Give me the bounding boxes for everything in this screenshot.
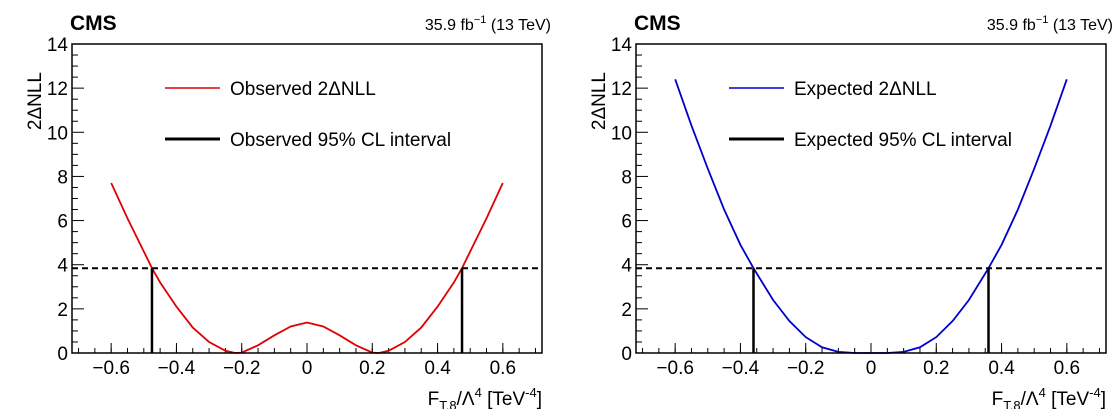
left-lumi-label: 35.9 fb−1 (13 TeV) (425, 14, 551, 34)
right-energy: (13 TeV) (1053, 17, 1113, 34)
right-x-tick-label: 0.2 (923, 358, 949, 379)
left-y-tick-label: 12 (47, 79, 68, 100)
right-legend-curve-label: Expected 2ΔNLL (794, 79, 937, 100)
left-lumi-unit: fb (460, 17, 473, 34)
right-x-tick-label: 0.4 (988, 358, 1015, 379)
left-y-tick-label: 8 (57, 167, 68, 188)
left-y-tick-label: 14 (47, 35, 69, 56)
left-x-tick-label: 0.2 (359, 358, 385, 379)
right-x-tick-label: 0.6 (1054, 358, 1080, 379)
left-y-tick-label: 10 (47, 123, 68, 144)
right-lumi-value: 35.9 (987, 17, 1018, 34)
left-y-tick-label: 4 (57, 256, 68, 277)
left-x-tick-label: −0.6 (92, 358, 130, 379)
left-frame (71, 43, 543, 354)
right-y-tick-label: 14 (611, 35, 633, 56)
right-lumi-unit: fb (1022, 17, 1035, 34)
right-y-tick-label: 8 (621, 167, 632, 188)
left-x-tick-label: −0.4 (158, 358, 196, 379)
right-panel: −0.6 −0.4 −0.2 0 0.2 0.4 0.6 0 2 4 6 8 10 12 14 CMS 35… (589, 12, 1113, 409)
right-lumi-unit-exp: −1 (1036, 14, 1049, 26)
right-cms-label: CMS (634, 12, 681, 35)
left-energy: (13 TeV) (491, 17, 551, 34)
right-y-tick-label: 6 (621, 212, 632, 233)
left-x-tick-label: 0.4 (424, 358, 451, 379)
left-cms-label: CMS (70, 12, 117, 35)
left-x-tick-label: 0.6 (490, 358, 516, 379)
left-x-axis-label: FT,8/Λ4 [TeV-4] (428, 385, 542, 409)
right-x-tick-label: −0.2 (787, 358, 825, 379)
left-x-tick-label: 0 (302, 358, 313, 379)
left-legend-interval-label: Observed 95% CL interval (230, 130, 451, 151)
left-legend: Observed 2ΔNLL Observed 95% CL interval (165, 79, 451, 151)
right-plot-area: −0.6 −0.4 −0.2 0 0.2 0.4 0.6 0 2 4 6 8 10 12 14 (611, 35, 1106, 379)
left-legend-curve-label: Observed 2ΔNLL (230, 79, 376, 100)
left-plot-area: −0.6 −0.4 −0.2 0 0.2 0.4 0.6 0 2 4 6 8 10 12 14 (47, 35, 542, 379)
right-legend-interval-label: Expected 95% CL interval (794, 130, 1012, 151)
right-y-axis-label: 2ΔNLL (589, 72, 610, 130)
right-frame (635, 43, 1107, 354)
right-y-tick-label: 0 (621, 344, 632, 365)
right-lumi-label: 35.9 fb−1 (13 TeV) (987, 14, 1113, 34)
left-y-tick-label: 6 (57, 212, 68, 233)
left-y-tick-label: 2 (57, 300, 68, 321)
left-lumi-unit-exp: −1 (474, 14, 487, 26)
left-y-axis-label: 2ΔNLL (25, 72, 46, 130)
left-lumi-value: 35.9 (425, 17, 456, 34)
right-y-tick-label: 2 (621, 300, 632, 321)
right-x-tick-label: −0.4 (722, 358, 760, 379)
right-y-tick-label: 12 (611, 79, 632, 100)
right-legend: Expected 2ΔNLL Expected 95% CL interval (729, 79, 1012, 151)
right-x-tick-label: 0 (866, 358, 877, 379)
right-y-tick-label: 10 (611, 123, 632, 144)
right-x-axis-label: FT,8/Λ4 [TeV-4] (992, 385, 1106, 409)
left-panel: −0.6 −0.4 −0.2 0 0.2 0.4 0.6 0 2 4 6 8 10 12 14 CMS 35… (25, 12, 551, 409)
right-x-tick-label: −0.6 (656, 358, 694, 379)
right-y-tick-label: 4 (621, 256, 632, 277)
right-nll-curve (674, 79, 1068, 354)
left-nll-curve (110, 182, 504, 354)
left-y-tick-label: 0 (57, 344, 68, 365)
left-x-tick-label: −0.2 (223, 358, 261, 379)
